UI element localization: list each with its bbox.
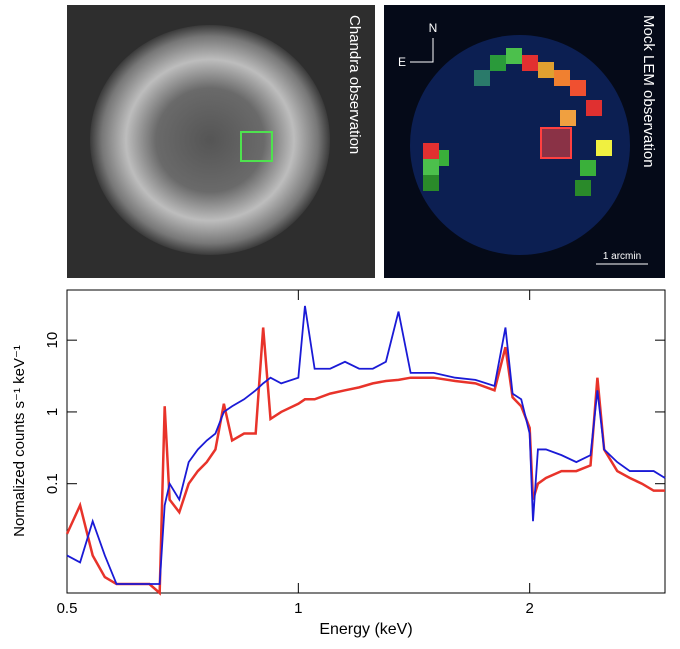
y-tick-label: 10	[44, 332, 61, 349]
x-tick-label: 0.5	[57, 600, 78, 617]
lem-pixels	[423, 48, 612, 196]
image-label: Mock LEM observation	[640, 15, 657, 168]
spectrum-line	[65, 327, 665, 596]
compass-north: N	[429, 21, 438, 35]
compass	[410, 38, 434, 63]
image-label: Chandra observation	[346, 15, 363, 154]
region-box	[240, 131, 273, 162]
x-tick-label: 1	[294, 600, 302, 617]
x-tick-label: 2	[526, 600, 534, 617]
scale-label: 1 arcmin	[603, 251, 641, 262]
plot-frame	[66, 289, 666, 594]
remnant	[90, 25, 330, 255]
compass-east: E	[398, 55, 406, 69]
y-tick-label: 1	[44, 408, 61, 416]
region-box	[540, 127, 572, 159]
y-tick-label: 0.1	[44, 473, 61, 494]
y-axis-label: Normalized counts s⁻¹ keV⁻¹	[11, 345, 28, 537]
x-axis-label: Energy (keV)	[319, 621, 412, 638]
spectrum-line	[66, 305, 666, 585]
